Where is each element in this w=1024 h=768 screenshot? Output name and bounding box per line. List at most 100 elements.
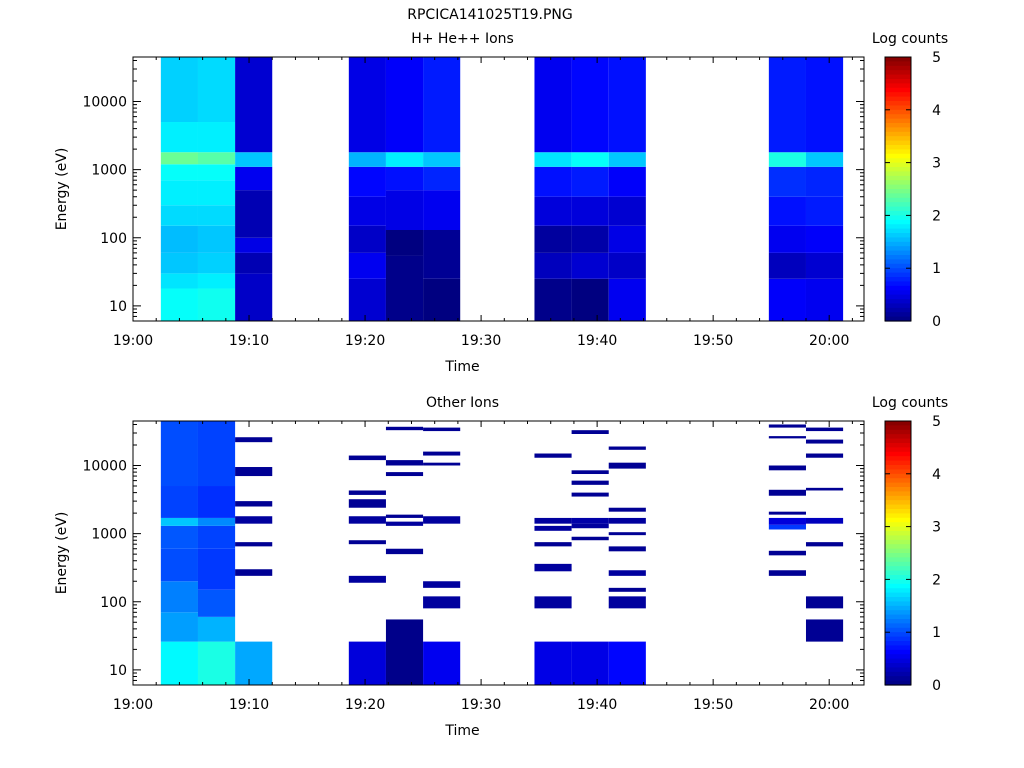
heatmap-cell <box>385 460 424 466</box>
colorbar-segment <box>885 526 911 532</box>
x-tick-label: 19:40 <box>577 333 617 349</box>
colorbar-segment <box>885 277 911 282</box>
colorbar-segment <box>885 294 911 300</box>
colorbar-segment <box>885 158 911 164</box>
heatmap-cell <box>197 273 236 289</box>
heatmap-cell <box>608 596 646 609</box>
heatmap-cell <box>235 569 273 576</box>
colorbar-segment <box>885 92 911 98</box>
colorbar-segment <box>885 619 911 624</box>
colorbar-tick-label: 4 <box>932 103 941 119</box>
colorbar: 0 1 2 3 4 5 Log counts <box>872 395 948 694</box>
colorbar-segment <box>885 101 911 106</box>
heatmap-cell <box>197 252 236 274</box>
heatmap-cell <box>423 166 461 191</box>
heatmap-cell <box>385 548 424 555</box>
heatmap-cell <box>423 230 461 279</box>
colorbar-segment <box>885 316 911 322</box>
heatmap-cell <box>534 453 572 458</box>
heatmap-cell <box>235 437 273 443</box>
colorbar-segment <box>885 171 911 177</box>
colorbar-segment <box>885 588 911 594</box>
colorbar-segment <box>885 193 911 199</box>
heatmap-cell <box>805 57 844 153</box>
colorbar-tick-label: 4 <box>932 467 941 483</box>
y-tick-label: 10 <box>109 299 127 315</box>
x-tick-label: 19:50 <box>693 697 733 713</box>
heatmap-cell <box>571 480 609 485</box>
heatmap-cell <box>805 166 844 197</box>
heatmap-cell <box>197 548 236 590</box>
colorbar-segment <box>885 434 911 440</box>
colorbar-segment <box>885 180 911 186</box>
heatmap-cell <box>768 489 806 496</box>
heatmap-cell <box>197 122 236 153</box>
heatmap-cell <box>608 462 646 469</box>
heatmap-cell <box>348 196 386 226</box>
x-tick-label: 19:50 <box>693 333 733 349</box>
heatmap-cell <box>385 514 424 518</box>
colorbar-segment <box>885 83 911 89</box>
heatmap-cell <box>197 152 236 165</box>
colorbar-segment <box>885 255 911 260</box>
heatmap-cell <box>160 421 198 487</box>
colorbar-tick-label: 5 <box>932 50 941 66</box>
heatmap-cell <box>571 152 609 167</box>
heatmap-cell <box>608 587 646 592</box>
heatmap-cell <box>805 225 844 253</box>
heatmap-cell <box>197 616 236 642</box>
heatmap-cell <box>608 152 646 167</box>
panel-1: H+ He++ Ions 19:00 19:10 19:20 19:30 19:40 19:… <box>54 31 948 375</box>
heatmap-cell <box>534 278 572 321</box>
heatmap-cell <box>571 536 609 541</box>
heatmap-cell <box>534 166 572 197</box>
colorbar-segment <box>885 601 911 607</box>
heatmap-cell <box>197 486 236 518</box>
colorbar-label: Log counts <box>872 395 948 411</box>
y-tick-label: 10000 <box>82 95 127 111</box>
colorbar-segment <box>885 570 911 576</box>
heatmap-cell <box>423 57 461 153</box>
colorbar-segment <box>885 307 911 313</box>
colorbar-segment <box>885 425 911 431</box>
heatmap-cell <box>160 57 198 123</box>
x-tick-label: 19:00 <box>113 333 153 349</box>
heatmap-cell <box>235 237 273 253</box>
heatmap-cell <box>534 563 572 572</box>
colorbar-segment <box>885 605 911 611</box>
x-tick-label: 19:30 <box>461 697 501 713</box>
colorbar-tick-label: 3 <box>932 520 941 536</box>
heatmap-cell <box>768 278 806 321</box>
colorbar-segment <box>885 127 911 133</box>
colorbar-segment <box>885 237 911 243</box>
colorbar-segment <box>885 105 911 111</box>
heatmap-cell <box>197 288 236 321</box>
colorbar-tick-label: 1 <box>932 261 941 277</box>
colorbar-segment <box>885 123 911 128</box>
heatmap-cell <box>235 252 273 274</box>
heatmap-cell <box>160 548 198 582</box>
colorbar-frame <box>884 56 912 322</box>
heatmap-cell <box>571 492 609 497</box>
x-tick-label: 19:10 <box>229 697 269 713</box>
colorbar-segment <box>885 429 911 435</box>
heatmap-cell <box>534 596 572 609</box>
colorbar-segment <box>885 522 911 528</box>
heatmap-cell <box>348 575 386 583</box>
colorbar-segment <box>885 285 911 291</box>
colorbar-segment <box>885 162 911 168</box>
y-tick-label: 1000 <box>91 527 127 543</box>
heatmap-cell <box>534 252 572 279</box>
x-tick-label: 20:00 <box>809 697 849 713</box>
heatmap-cell <box>197 205 236 226</box>
colorbar-segment <box>885 469 911 475</box>
heatmap-cell <box>534 525 572 531</box>
heatmap-cells <box>160 421 844 685</box>
heatmap-cell <box>768 196 806 226</box>
x-axis-label: Time <box>444 359 479 375</box>
colorbar-segment <box>885 189 911 194</box>
heatmap-cell <box>608 546 646 552</box>
colorbar-segment <box>885 175 911 181</box>
heatmap-cell <box>160 164 198 181</box>
colorbar-segment <box>885 79 911 84</box>
